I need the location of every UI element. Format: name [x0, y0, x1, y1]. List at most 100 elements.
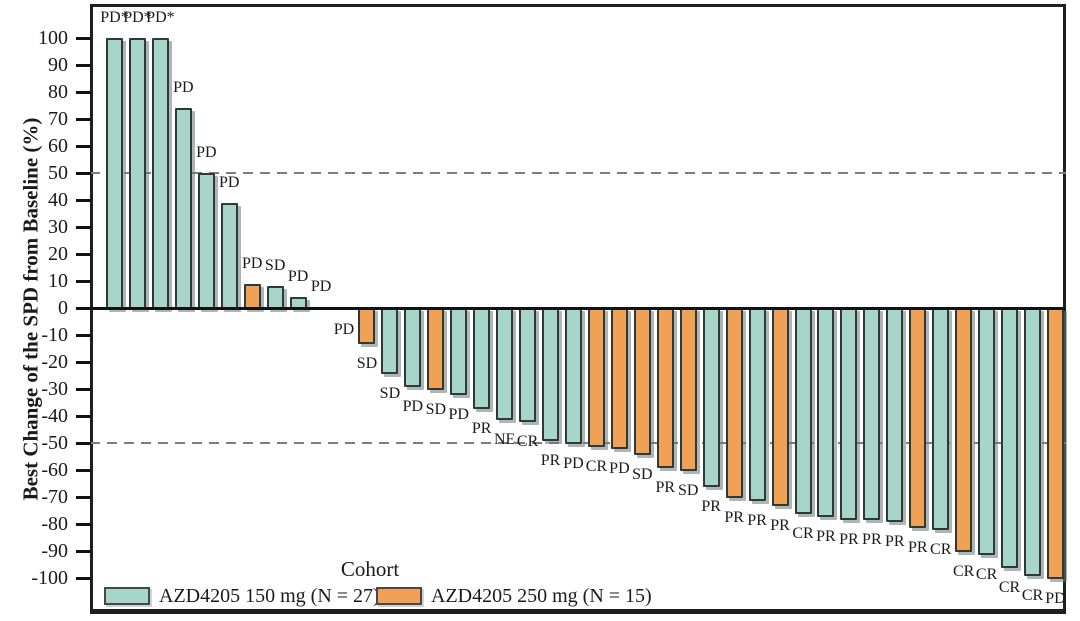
y-tick-label: -10 [41, 324, 68, 346]
bar-response-label: PR [655, 479, 676, 497]
bar-response-label: PR [471, 419, 492, 437]
bar-response-label: PD [196, 144, 217, 161]
y-tick-mark [76, 306, 91, 310]
bar-response-label: PD [563, 455, 584, 472]
bar [909, 308, 927, 528]
reference-line-50 [90, 172, 1066, 174]
y-tick-label: 90 [48, 54, 68, 76]
bar [679, 308, 697, 471]
bar [1001, 308, 1019, 569]
bar [151, 38, 169, 309]
y-tick-mark [76, 495, 91, 499]
y-tick-label: 70 [48, 108, 68, 130]
bar [748, 308, 766, 501]
bar-response-label: PD [219, 173, 240, 191]
bar [656, 308, 674, 469]
bar-response-label: CR [952, 563, 975, 580]
bar [565, 308, 582, 444]
bar [450, 308, 468, 396]
y-tick-label: -50 [41, 432, 68, 454]
y-tick-label: 20 [48, 243, 68, 265]
bar [243, 283, 261, 309]
bar [955, 308, 973, 552]
y-tick-mark [76, 144, 91, 148]
bar-response-label: PD [448, 406, 469, 424]
y-tick-mark [76, 36, 91, 40]
y-tick-mark [76, 279, 91, 283]
bar [610, 308, 628, 450]
bar [174, 108, 192, 309]
y-tick-label: 0 [58, 297, 68, 319]
y-tick-label: 100 [38, 27, 68, 49]
legend-label-150mg: AZD4205 150 mg (N = 27) [159, 585, 380, 607]
y-tick-mark [76, 522, 91, 526]
bar [702, 308, 720, 488]
y-tick-mark [76, 468, 91, 472]
bar-response-label: PR [816, 527, 836, 545]
bar-response-label: PR [701, 498, 721, 516]
bar-response-label: PD [402, 398, 424, 416]
bar-response-label: PR [770, 517, 790, 535]
bar-response-label: SD [264, 257, 286, 275]
legend-swatch-250mg [376, 587, 422, 605]
bar [1024, 308, 1041, 577]
bar [496, 308, 514, 420]
bar [519, 308, 537, 423]
y-tick-label: 30 [48, 216, 68, 238]
y-tick-mark [76, 414, 91, 418]
bar-response-label: PR [724, 509, 744, 526]
bar-response-label: PD [333, 321, 355, 339]
y-tick-label: -90 [41, 540, 68, 562]
y-tick-label: -100 [31, 567, 68, 589]
y-tick-mark [76, 171, 91, 175]
bar [771, 308, 789, 507]
bar-response-label: PD [287, 268, 309, 286]
bar [358, 308, 376, 345]
bar-response-label: PR [839, 530, 859, 548]
bar [427, 308, 445, 390]
y-tick-label: -70 [41, 486, 68, 508]
bar [863, 308, 881, 520]
bar-response-label: PD* [146, 9, 175, 26]
bar [587, 308, 605, 447]
bar-response-label: SD [356, 355, 378, 373]
y-tick-label: -40 [41, 405, 68, 427]
bar [1046, 308, 1064, 579]
legend-swatch-150mg [104, 587, 150, 605]
bar-response-label: CR [930, 541, 952, 559]
bar [542, 308, 560, 442]
bar-response-label: CR [975, 565, 998, 583]
y-tick-label: 10 [48, 270, 68, 292]
bar [128, 38, 146, 309]
y-tick-mark [76, 441, 91, 445]
bar-response-label: PD [241, 254, 263, 272]
bar-response-label: SD [678, 482, 699, 499]
bar-response-label: NE [493, 430, 516, 448]
bar-response-label: PD [310, 277, 332, 295]
bar-response-label: CR [585, 457, 608, 475]
bar-response-label: SD [379, 384, 401, 402]
bar [473, 308, 491, 409]
bar [404, 308, 422, 388]
y-tick-label: -60 [41, 459, 68, 481]
y-tick-mark [76, 360, 91, 364]
bar-response-label: CR [998, 579, 1021, 597]
bar-response-label: CR [1021, 587, 1044, 605]
y-tick-label: 60 [48, 135, 68, 157]
bar-response-label: PR [747, 511, 767, 529]
bar [794, 308, 812, 515]
bar-response-label: PD* [123, 9, 152, 26]
y-tick-mark [76, 549, 91, 553]
bar [220, 202, 238, 309]
y-tick-label: -80 [41, 513, 68, 535]
bar-response-label: PD [1045, 590, 1066, 607]
bar [381, 308, 399, 374]
y-tick-label: 80 [48, 81, 68, 103]
bar [978, 308, 996, 555]
bar [633, 308, 651, 455]
bar-response-label: SD [425, 401, 447, 418]
bar-response-label: PD [173, 79, 194, 97]
zero-baseline [90, 306, 1066, 310]
bar-response-label: PD* [100, 9, 129, 26]
